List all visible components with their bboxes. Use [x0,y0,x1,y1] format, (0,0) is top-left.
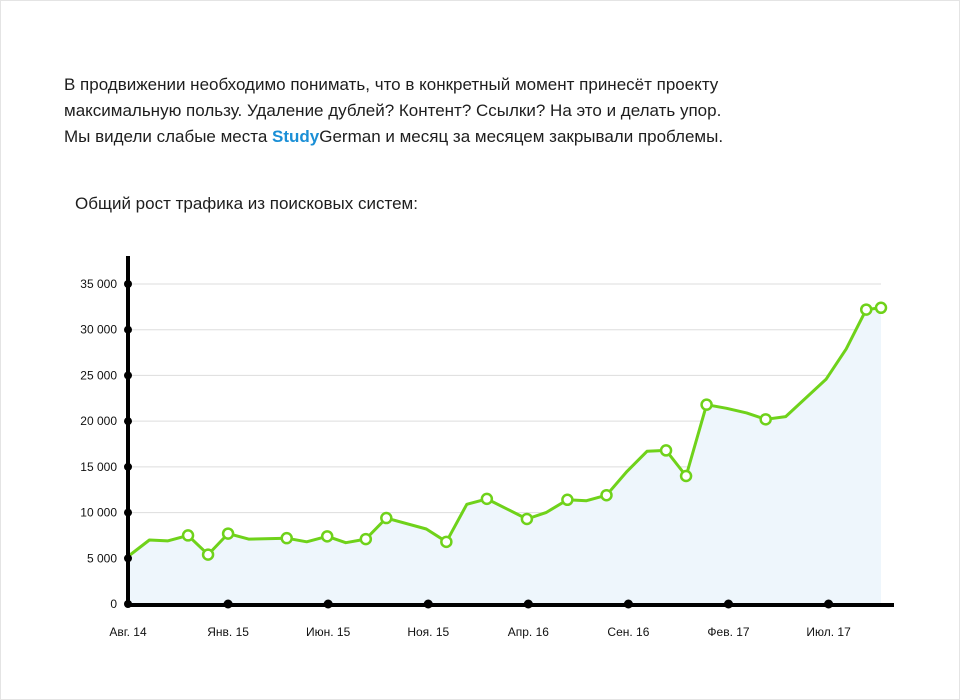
y-axis-dot [124,554,132,563]
data-point-marker [201,548,215,561]
chart-title: Общий рост трафика из поисковых систем: [75,194,418,213]
intro-line-1: В продвижении необходимо понимать, что в… [64,75,719,94]
data-point-marker [520,512,534,526]
y-tick-label: 20 000 [80,414,117,428]
data-point-marker [380,511,393,525]
intro-line-3: Мы видели слабые места StudyGerman и мес… [64,124,904,150]
x-tick-label: Янв. 15 [207,625,249,639]
intro-line-3-after: и месяц за месяцем закрывали проблемы. [380,127,724,146]
y-tick-label: 10 000 [80,506,117,520]
x-tick-label: Авг. 14 [109,625,147,639]
data-point-marker [679,469,693,483]
data-point-marker [359,532,373,546]
x-axis-ticks: Авг. 14 Янв. 15 Июн. 15 Ноя. 15 Апр. 16 Сен. … [109,599,851,639]
data-point-marker [659,444,673,457]
y-tick-label: 15 000 [80,460,117,474]
x-tick-label: Апр. 16 [508,625,550,639]
x-axis-dot [523,599,533,609]
x-axis-dot [623,599,633,609]
y-tick-label: 30 000 [80,323,117,337]
data-point-marker [221,527,235,540]
data-point-marker [700,398,713,411]
data-point-marker [600,488,613,502]
x-tick-label: Июл. 17 [806,625,851,639]
x-axis-dot [423,599,433,609]
data-point-marker [561,493,574,507]
data-point-marker [320,530,334,543]
data-point-marker [480,492,494,506]
y-axis-dot [124,417,132,426]
y-axis-dot [124,371,132,380]
y-axis-ticks: 0 5 000 10 000 15 000 20 000 25 000 30 000 35 0… [80,277,132,611]
brand-german: German [319,127,381,146]
y-tick-label: 0 [110,597,117,611]
x-axis-dot [223,599,233,609]
y-axis-dot [124,462,132,471]
x-axis-dot [323,599,333,609]
intro-line-2: максимальную пользу. Удаление дублей? Ко… [64,101,722,120]
y-axis-dot [124,325,132,334]
traffic-area [128,307,881,604]
data-point-marker [280,531,293,545]
y-axis-dot [124,280,132,288]
x-tick-label: Ноя. 15 [407,625,449,639]
axes [126,256,894,607]
data-markers [181,301,888,561]
data-point-marker [859,303,873,316]
intro-text: В продвижении необходимо понимать, что в… [64,72,904,150]
y-axis-dot [124,508,132,517]
intro-line-3-before: Мы видели слабые места [64,127,273,146]
x-tick-label: Фев. 17 [707,625,750,639]
x-tick-label: Сен. 16 [607,625,649,639]
x-axis-dot [824,599,834,609]
data-point-marker [759,413,772,426]
x-axis-dot [723,599,733,609]
x-tick-label: Июн. 15 [306,625,351,639]
data-point-marker [440,535,453,549]
y-tick-label: 5 000 [87,551,117,565]
data-point-marker [874,301,888,315]
y-tick-label: 25 000 [80,368,117,382]
data-point-marker [181,529,195,542]
brand-study: Study [272,127,320,146]
y-axis-dot [124,600,132,608]
y-tick-label: 35 000 [80,277,117,291]
